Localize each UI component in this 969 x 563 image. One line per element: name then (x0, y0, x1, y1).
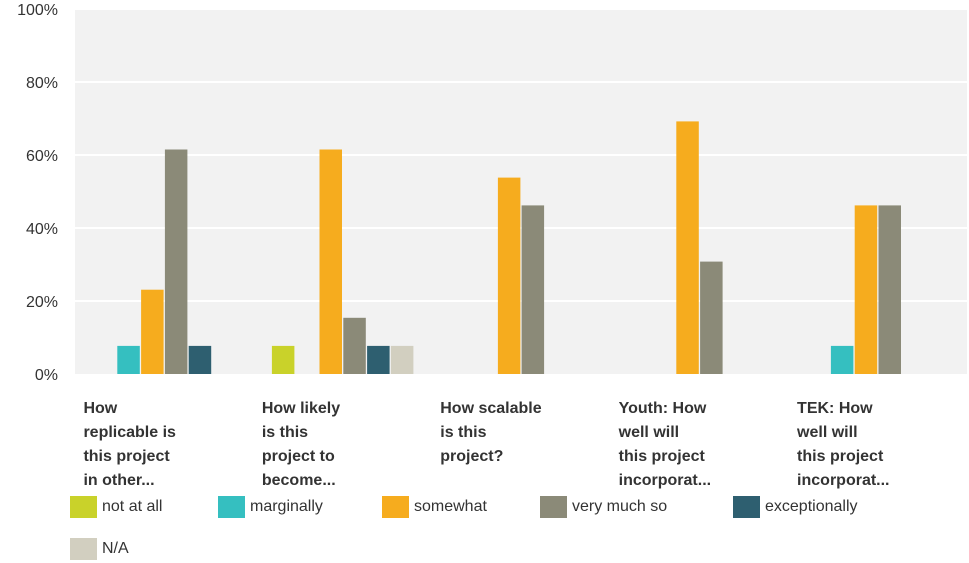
x-category-label-line: TEK: How (797, 400, 873, 417)
legend-swatch (70, 538, 97, 560)
x-category-label-line: How scalable (440, 400, 541, 417)
bar (390, 345, 414, 374)
legend-label: exceptionally (765, 498, 858, 515)
x-category-label-line: this project (797, 448, 884, 465)
x-category-label-line: project to (262, 448, 335, 465)
x-category-label-line: this project (619, 448, 706, 465)
bar (367, 345, 390, 374)
x-category-label: How likely is this project to become... (262, 400, 340, 489)
bar (319, 149, 342, 374)
y-tick-label: 0% (35, 367, 58, 384)
x-category-label-line: well will (618, 424, 679, 441)
bar (676, 121, 699, 375)
bar (343, 317, 366, 374)
x-category-label-line: this project (83, 448, 170, 465)
bar (271, 345, 295, 374)
y-tick-label: 80% (26, 75, 58, 92)
x-category-label-line: Youth: How (619, 400, 707, 417)
legend-item: not at all (70, 496, 162, 518)
bar-chart: 0% 20% 40% 60% 80% 100% How replicable is this p… (17, 2, 967, 489)
bar (117, 345, 140, 374)
x-category-label: How scalable is this project? (440, 400, 541, 465)
bar (497, 177, 521, 374)
x-category-label: Youth: How well will this project incorpora… (618, 400, 711, 489)
x-category-label-line: replicable is (83, 424, 176, 441)
x-category-label-line: become... (262, 472, 336, 489)
x-category-label-line: How likely (262, 400, 340, 417)
y-tick-label: 100% (17, 2, 58, 19)
x-category-label-line: How (83, 400, 117, 417)
bar (878, 205, 901, 374)
legend-item: exceptionally (733, 496, 858, 518)
plot-area (75, 9, 967, 374)
legend-label: not at all (102, 498, 163, 515)
bar (188, 345, 212, 374)
x-category-label: TEK: How well will this project incorporat.… (796, 400, 889, 489)
x-category-label-line: in other... (83, 472, 154, 489)
bar (164, 149, 188, 374)
legend-item: N/A (70, 538, 129, 560)
bar (521, 205, 545, 374)
bar (700, 261, 723, 374)
y-tick-label: 20% (26, 294, 58, 311)
y-tick-label: 60% (26, 148, 58, 165)
legend-swatch (70, 496, 97, 518)
legend-item: marginally (218, 496, 323, 518)
legend-swatch (733, 496, 760, 518)
legend-label: very much so (572, 498, 668, 515)
legend-item: very much so (540, 496, 667, 518)
legend-swatch (382, 496, 409, 518)
x-category-label-line: well will (796, 424, 857, 441)
bar (854, 205, 878, 374)
x-category-label-line: is this (440, 424, 486, 441)
x-category-label-line: incorporat... (619, 472, 711, 489)
x-category-label-line: incorporat... (797, 472, 889, 489)
legend-item: somewhat (382, 496, 487, 518)
legend-label: N/A (102, 540, 129, 557)
x-category-label-line: is this (262, 424, 308, 441)
legend-swatch (218, 496, 245, 518)
legend-label: marginally (250, 498, 323, 515)
bar (141, 289, 164, 374)
y-tick-label: 40% (26, 221, 58, 238)
x-category-label-line: project? (440, 448, 503, 465)
legend-swatch (540, 496, 567, 518)
x-category-label: How replicable is this project in other... (83, 400, 176, 489)
bar (830, 345, 854, 374)
legend-label: somewhat (414, 498, 487, 515)
